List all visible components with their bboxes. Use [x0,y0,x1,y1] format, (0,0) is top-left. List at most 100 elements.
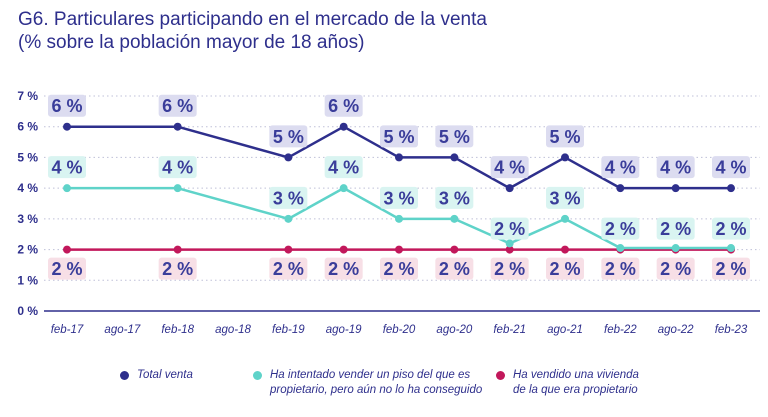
data-point-ha-vendido [284,245,293,254]
y-tick-label: 6 % [17,120,38,134]
data-label-total-venta: 6 % [328,96,359,116]
data-point-total-venta [505,184,514,193]
data-label-intentado-vender: 4 % [51,158,82,178]
y-tick-label: 0 % [17,304,38,318]
data-label-intentado-vender: 4 % [328,158,359,178]
data-label-bg-total-venta [712,156,750,179]
legend-label-total-venta-line-1: Total venta [137,369,193,381]
data-label-intentado-vender: 3 % [273,188,304,208]
data-label-bg-total-venta [269,125,308,148]
data-label-bg-ha-vendido [656,257,695,280]
data-label-bg-intentado-vender [380,186,418,209]
data-label-bg-ha-vendido [601,257,640,280]
x-tick-label: ago-21 [547,324,583,336]
data-label-bg-ha-vendido [269,257,308,280]
legend-dot-total-venta [120,371,129,380]
data-label-bg-total-venta [324,94,363,117]
data-point-total-venta [339,122,348,131]
x-tick-label: ago-20 [436,324,472,336]
data-label-ha-vendido: 2 % [660,259,691,279]
data-label-ha-vendido: 2 % [605,259,636,279]
data-point-total-venta [450,153,459,162]
legend-label-intentado-vender-line-2: propietario, pero aún no lo ha conseguid… [270,384,483,396]
data-label-intentado-vender: 3 % [383,188,414,208]
data-point-intentado-vender [727,244,735,253]
data-label-total-venta: 4 % [715,158,746,178]
data-label-ha-vendido: 2 % [549,259,580,279]
data-label-bg-intentado-vender [269,186,308,209]
data-point-intentado-vender [561,214,569,223]
data-point-total-venta [173,122,182,131]
data-label-ha-vendido: 2 % [273,259,304,279]
data-point-intentado-vender [671,244,680,253]
x-tick-label: feb-21 [493,324,526,336]
y-tick-label: 7 % [17,89,38,103]
data-label-total-venta: 5 % [383,127,414,147]
data-label-bg-intentado-vender [324,156,363,179]
data-label-bg-total-venta [656,156,695,179]
data-label-bg-total-venta [490,156,529,179]
data-point-ha-vendido [395,245,403,254]
data-point-intentado-vender [616,244,625,253]
data-label-intentado-vender: 3 % [439,188,470,208]
data-label-bg-intentado-vender [158,156,197,179]
x-tick-label: feb-20 [383,324,416,336]
data-label-bg-total-venta [601,156,640,179]
y-tick-label: 1 % [17,273,38,287]
legend-label-intentado-vender: Ha intentado vender un piso del que es p… [270,368,482,398]
data-point-intentado-vender [173,184,182,193]
y-tick-label: 5 % [17,150,38,164]
data-label-intentado-vender: 2 % [660,219,691,239]
data-label-total-venta: 6 % [51,96,82,116]
y-tick-label: 2 % [17,243,38,257]
data-point-intentado-vender [505,239,514,248]
legend-label-ha-vendido: Ha vendido una vivienda de la que era pr… [513,368,639,398]
data-point-ha-vendido [63,245,71,254]
data-label-bg-total-venta [48,94,86,117]
data-label-total-venta: 6 % [162,96,193,116]
legend-item-ha-vendido: Ha vendido una vivienda de la que era pr… [496,368,639,398]
data-point-total-venta [284,153,293,162]
data-label-bg-ha-vendido [712,257,750,280]
data-label-bg-intentado-vender [712,217,750,240]
data-label-bg-ha-vendido [158,257,197,280]
data-label-intentado-vender: 2 % [605,219,636,239]
data-label-ha-vendido: 2 % [383,259,414,279]
x-tick-label: feb-22 [604,324,637,336]
data-label-bg-total-venta [435,125,474,148]
data-label-intentado-vender: 2 % [715,219,746,239]
data-point-total-venta [63,122,71,131]
data-label-ha-vendido: 2 % [715,259,746,279]
x-tick-label: ago-22 [658,324,694,336]
data-label-bg-total-venta [380,125,418,148]
legend-dot-intentado-vender [253,371,262,380]
data-label-bg-intentado-vender [490,217,529,240]
data-label-bg-ha-vendido [380,257,418,280]
data-label-bg-ha-vendido [48,257,86,280]
data-point-intentado-vender [284,214,293,223]
data-label-intentado-vender: 3 % [549,188,580,208]
data-point-intentado-vender [395,214,403,223]
data-label-bg-intentado-vender [601,217,640,240]
data-point-total-venta [727,184,735,193]
data-point-total-venta [561,153,569,162]
data-label-intentado-vender: 2 % [494,219,525,239]
legend-label-intentado-vender-line-1: Ha intentado vender un piso del que es [270,369,471,381]
x-tick-label: feb-18 [161,324,194,336]
chart-title-line-2: (% sobre la población mayor de 18 años) [18,32,365,53]
x-tick-label: feb-17 [51,324,84,336]
data-label-bg-ha-vendido [324,257,363,280]
legend-label-ha-vendido-line-1: Ha vendido una vivienda [513,369,639,381]
chart-title: G6. Particulares participando en el merc… [18,8,758,54]
data-label-bg-ha-vendido [435,257,474,280]
data-label-total-venta: 4 % [660,158,691,178]
data-label-ha-vendido: 2 % [51,259,82,279]
data-label-total-venta: 5 % [273,127,304,147]
legend-item-intentado-vender: Ha intentado vender un piso del que es p… [253,368,482,398]
data-point-ha-vendido [173,245,182,254]
data-label-ha-vendido: 2 % [494,259,525,279]
data-label-bg-total-venta [158,94,197,117]
x-tick-label: ago-17 [104,324,140,336]
legend-dot-ha-vendido [496,371,505,380]
